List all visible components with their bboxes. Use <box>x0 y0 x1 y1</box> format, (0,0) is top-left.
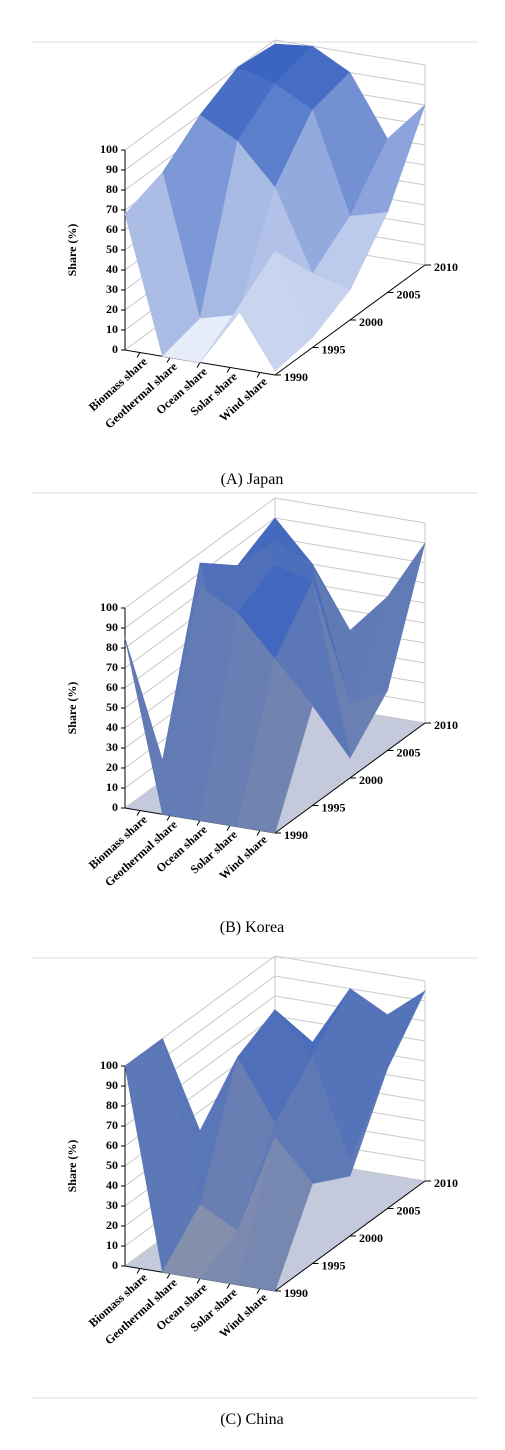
y-tick-label: 20 <box>106 1218 118 1232</box>
y-tick-label: 10 <box>106 1238 118 1252</box>
y-tick-label: 90 <box>106 162 118 176</box>
y-tick-label: 30 <box>106 1198 118 1212</box>
depth-tick-label: 2010 <box>434 1176 458 1190</box>
x-tick <box>196 362 201 368</box>
y-tick-label: 0 <box>112 1258 118 1272</box>
y-axis-title: Share (%) <box>65 682 79 735</box>
y-tick-label: 0 <box>112 800 118 814</box>
caption-label: (A) <box>221 471 243 488</box>
y-tick-label: 50 <box>106 700 118 714</box>
depth-tick-label: 1990 <box>284 1286 308 1300</box>
x-tick <box>136 352 141 358</box>
x-tick <box>166 1273 171 1279</box>
depth-tick-label: 1995 <box>322 800 346 814</box>
y-tick-label: 60 <box>106 1138 118 1152</box>
surface-cell <box>237 250 313 372</box>
x-tick <box>226 825 231 831</box>
y-tick-label: 0 <box>112 342 118 356</box>
x-tick <box>226 367 231 373</box>
surface-cell <box>237 1136 313 1292</box>
caption: (A) Japan <box>221 471 284 488</box>
y-tick-label: 90 <box>106 1078 118 1092</box>
x-tick <box>226 1283 231 1289</box>
y-tick-label: 50 <box>106 242 118 256</box>
depth-tick-label: 2005 <box>397 287 421 301</box>
caption-title: Japan <box>247 471 283 488</box>
x-tick <box>166 357 171 363</box>
y-tick-label: 90 <box>106 620 118 634</box>
y-axis-title: Share (%) <box>65 224 79 277</box>
depth-tick-label: 1995 <box>322 342 346 356</box>
caption-title: China <box>246 1411 284 1428</box>
x-tick <box>256 830 261 836</box>
x-tick <box>136 810 141 816</box>
y-tick-label: 100 <box>100 142 118 156</box>
depth-tick-label: 2010 <box>434 718 458 732</box>
depth-tick-label: 1990 <box>284 828 308 842</box>
y-tick-label: 30 <box>106 282 118 296</box>
caption-label: (B) <box>220 919 241 936</box>
x-tick <box>166 815 171 821</box>
y-tick-label: 70 <box>106 1118 118 1132</box>
x-tick <box>196 1278 201 1284</box>
depth-tick-label: 2010 <box>434 260 458 274</box>
y-tick-label: 60 <box>106 222 118 236</box>
depth-tick-label: 1995 <box>322 1258 346 1272</box>
x-tick <box>256 1288 261 1294</box>
y-tick-label: 40 <box>106 1178 118 1192</box>
y-tick-label: 80 <box>106 182 118 196</box>
depth-tick-label: 2005 <box>397 745 421 759</box>
depth-tick-label: 2000 <box>359 1231 383 1245</box>
y-tick-label: 100 <box>100 1058 118 1072</box>
depth-tick-label: 2000 <box>359 773 383 787</box>
y-tick-label: 70 <box>106 202 118 216</box>
y-tick-label: 20 <box>106 302 118 316</box>
surface-cell <box>237 658 313 834</box>
x-tick <box>136 1268 141 1274</box>
caption: (C) China <box>220 1411 284 1428</box>
x-tick <box>256 372 261 378</box>
depth-tick-label: 2005 <box>397 1203 421 1217</box>
x-tick <box>196 820 201 826</box>
y-tick-label: 100 <box>100 600 118 614</box>
y-tick-label: 70 <box>106 660 118 674</box>
y-tick-label: 80 <box>106 640 118 654</box>
y-tick-label: 10 <box>106 780 118 794</box>
y-tick-label: 20 <box>106 760 118 774</box>
y-tick-label: 40 <box>106 262 118 276</box>
y-tick-label: 80 <box>106 1098 118 1112</box>
y-tick-label: 30 <box>106 740 118 754</box>
depth-tick-label: 2000 <box>359 315 383 329</box>
y-tick-label: 50 <box>106 1158 118 1172</box>
y-tick-label: 10 <box>106 322 118 336</box>
caption-title: Korea <box>245 919 284 936</box>
depth-tick-label: 1990 <box>284 370 308 384</box>
y-tick-label: 60 <box>106 680 118 694</box>
caption: (B) Korea <box>220 919 284 936</box>
y-tick-label: 40 <box>106 720 118 734</box>
caption-label: (C) <box>220 1411 241 1428</box>
y-axis-title: Share (%) <box>65 1140 79 1193</box>
